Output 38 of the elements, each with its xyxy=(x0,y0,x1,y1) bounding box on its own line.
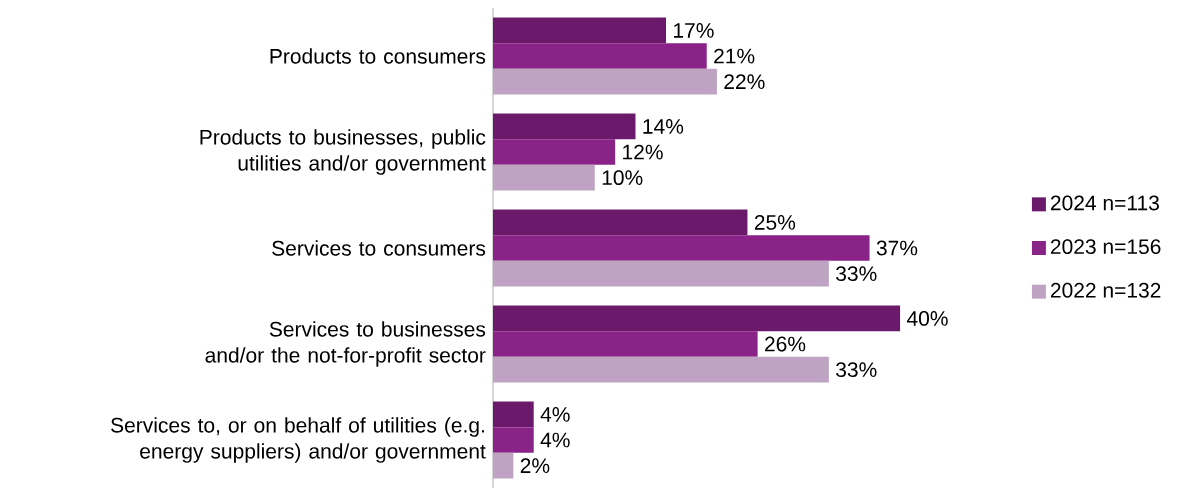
bar xyxy=(493,68,717,95)
bar xyxy=(493,139,616,165)
bar xyxy=(493,356,829,383)
bar xyxy=(493,17,667,44)
bar xyxy=(493,164,595,191)
bar xyxy=(493,305,901,332)
y-tick-label: Services to, or on behalf of utilities (e.g. energy suppliers) and/or government xyxy=(111,417,486,463)
y-tick-label: Services to consumers xyxy=(272,240,486,256)
bar xyxy=(493,209,748,236)
data-label: 10% xyxy=(602,170,643,186)
data-label: 25% xyxy=(754,214,796,230)
data-label: 4% xyxy=(540,407,570,422)
legend-label: 2024 n=113 xyxy=(1050,195,1159,211)
data-label: 17% xyxy=(674,23,714,38)
legend-label: 2023 n=156 xyxy=(1050,239,1161,255)
y-tick-label: Services to businesses and/or the not-for-profit sector xyxy=(205,321,486,367)
legend-label: 2022 n=132 xyxy=(1050,282,1161,298)
bar xyxy=(493,427,534,453)
data-label: 33% xyxy=(836,266,877,282)
data-label: 33% xyxy=(836,362,877,378)
bar xyxy=(493,113,636,140)
bar xyxy=(493,331,758,357)
bar xyxy=(493,401,534,428)
data-label: 4% xyxy=(540,432,570,448)
y-tick-label: Products to consumers xyxy=(270,48,486,64)
data-label: 40% xyxy=(906,310,948,326)
data-label: 22% xyxy=(724,74,765,90)
y-tick-label: Products to businesses, public utilities and/or government xyxy=(200,129,486,175)
bar xyxy=(493,235,870,261)
data-label: 2% xyxy=(520,458,550,474)
bar xyxy=(493,43,707,69)
data-label: 37% xyxy=(876,240,918,256)
bar xyxy=(493,260,829,287)
data-label: 21% xyxy=(714,48,755,64)
bar xyxy=(493,452,514,479)
data-label: 14% xyxy=(643,119,684,134)
data-label: 12% xyxy=(623,144,663,160)
data-label: 26% xyxy=(765,336,806,352)
